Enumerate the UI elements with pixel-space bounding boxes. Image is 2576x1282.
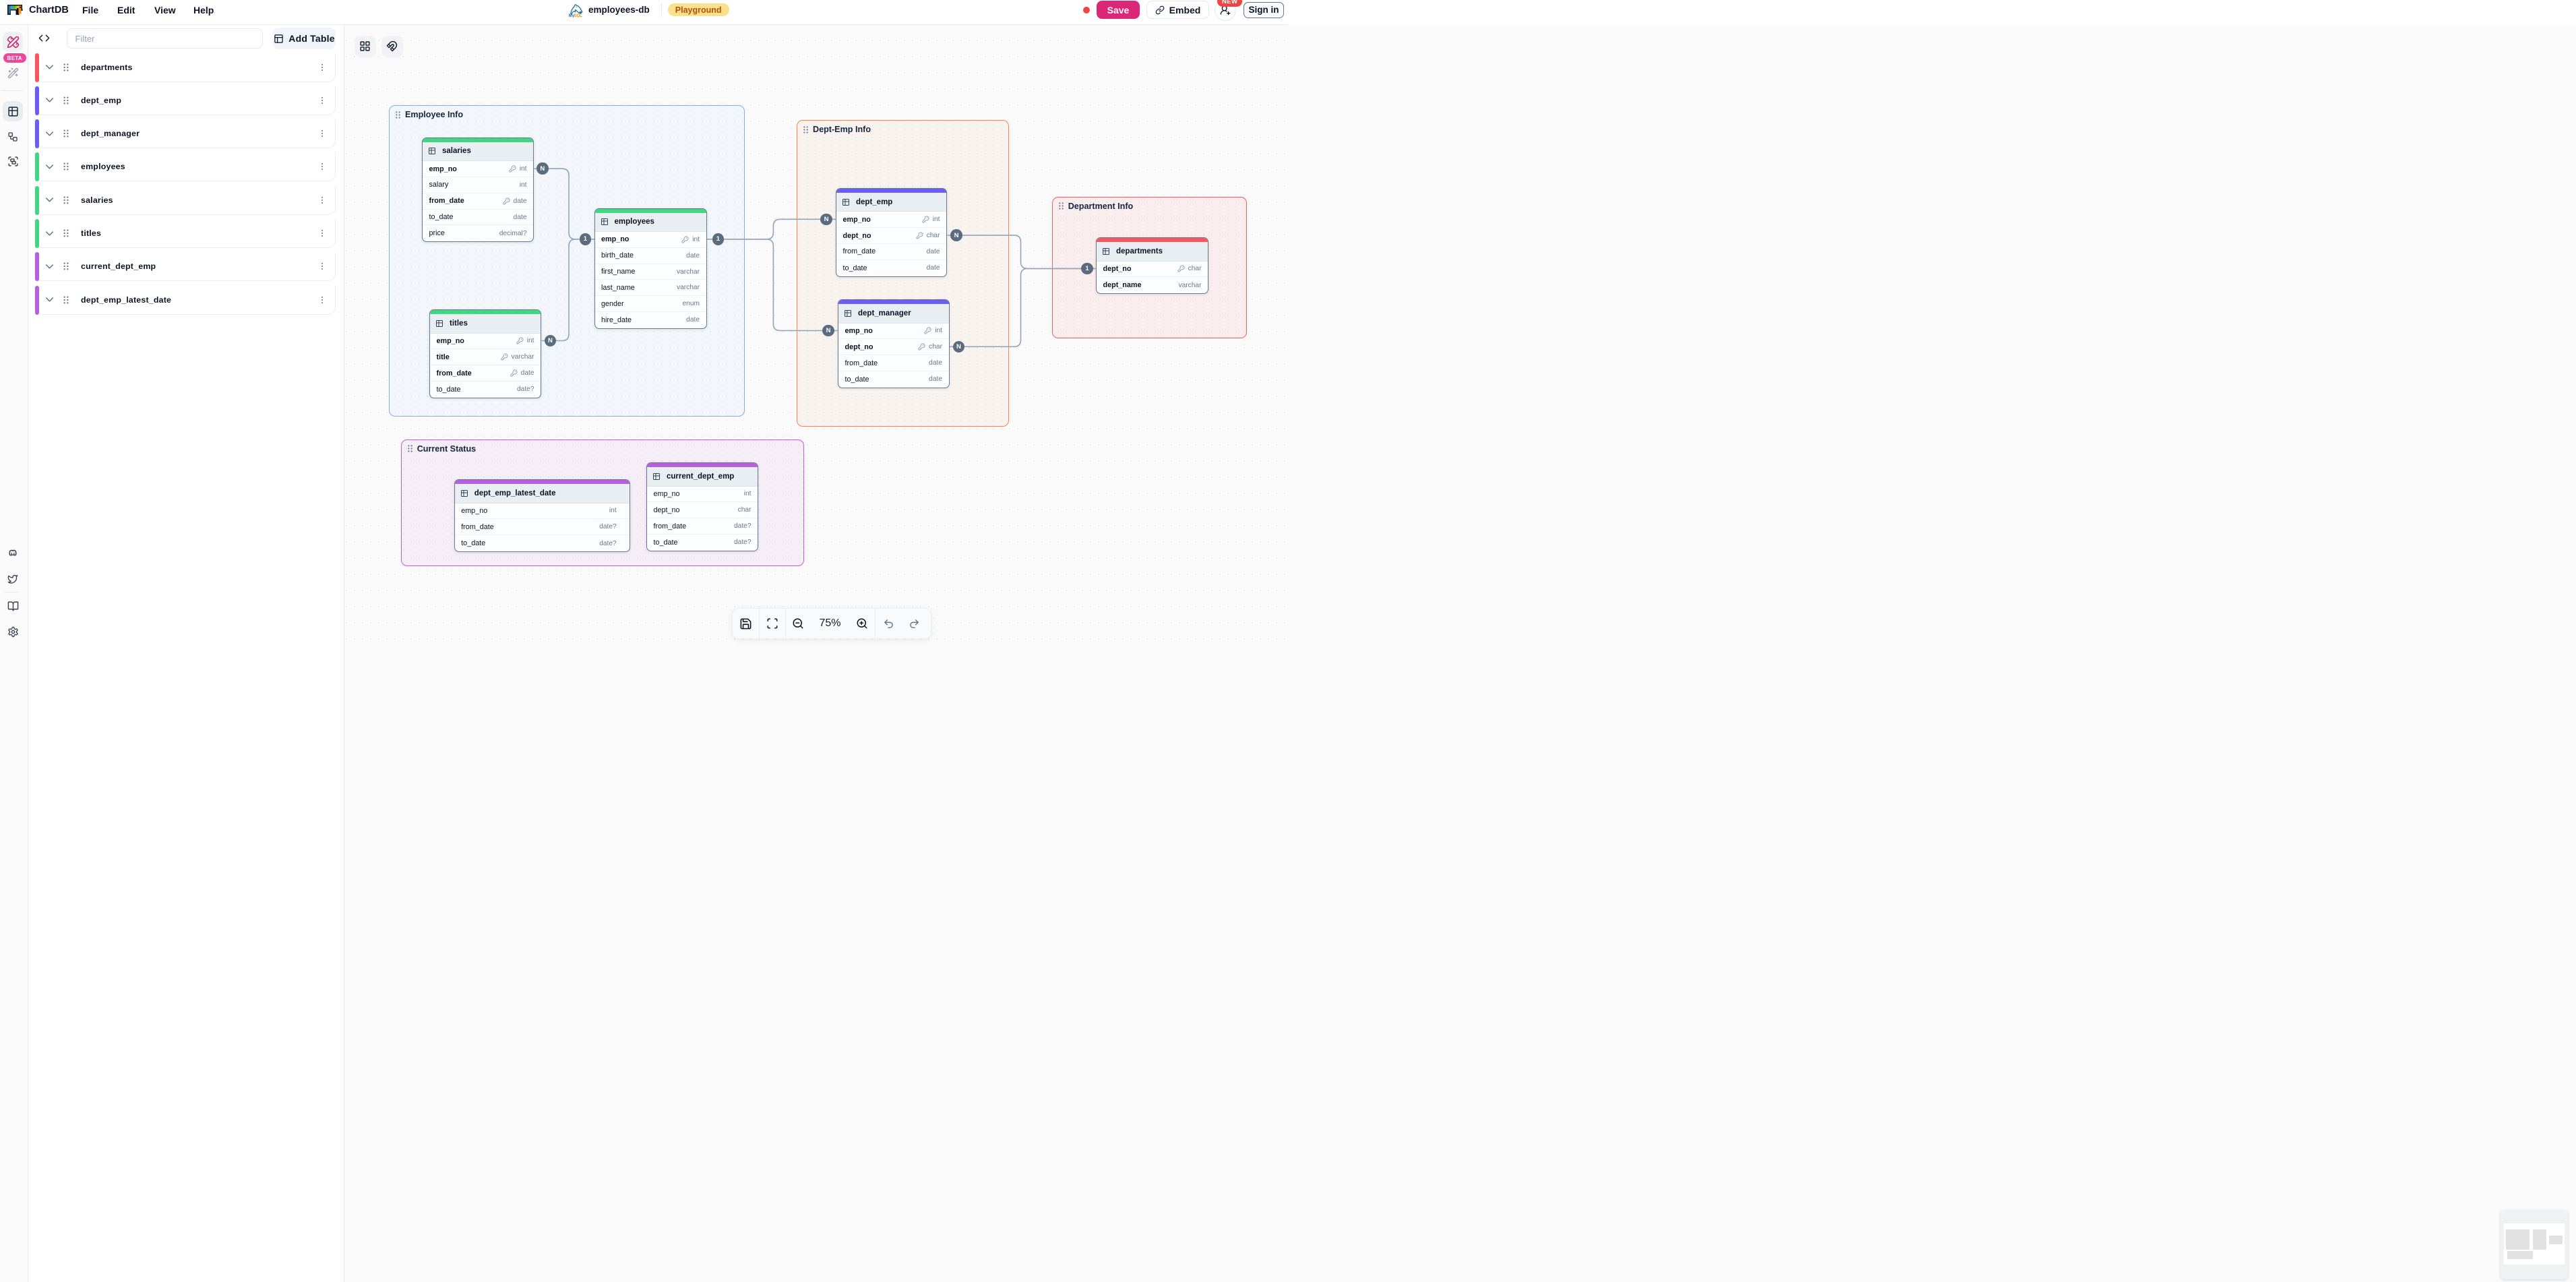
svg-text:SQL: SQL: [574, 14, 583, 18]
svg-text:My: My: [569, 14, 575, 18]
